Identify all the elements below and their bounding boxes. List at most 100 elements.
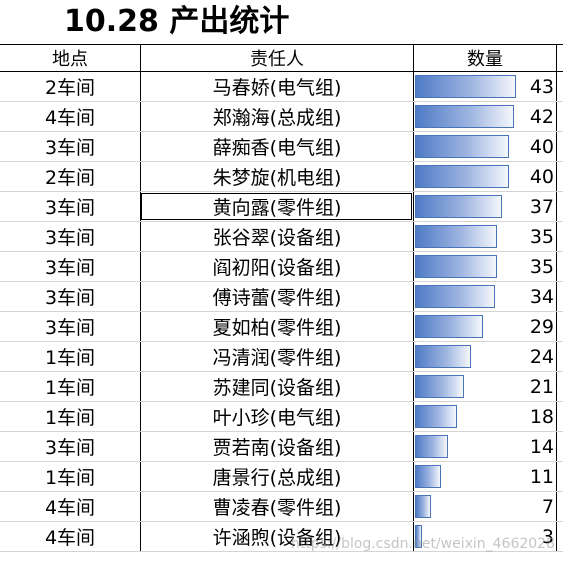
empty-cell[interactable] xyxy=(556,402,563,431)
data-table: 地点 责任人 数量 2车间 马春娇(电气组) 43 4车间 郑瀚海(总成组) 42 3车间 薛… xyxy=(0,44,563,562)
qty-cell[interactable]: 35 xyxy=(413,252,556,281)
table-row[interactable]: 3车间 夏如柏(零件组) 29 xyxy=(0,312,563,342)
empty-cell[interactable] xyxy=(556,102,563,131)
person-cell[interactable]: 薛痴香(电气组) xyxy=(140,132,413,161)
table-row[interactable]: 2车间 朱梦旋(机电组) 40 xyxy=(0,162,563,192)
qty-value: 14 xyxy=(529,435,554,458)
person-cell[interactable]: 阎初阳(设备组) xyxy=(140,252,413,281)
qty-cell[interactable]: 7 xyxy=(413,492,556,521)
table-row[interactable]: 2车间 马春娇(电气组) 43 xyxy=(0,72,563,102)
table-row[interactable]: 3车间 薛痴香(电气组) 40 xyxy=(0,132,563,162)
table-row[interactable]: 3车间 傅诗蕾(零件组) 34 xyxy=(0,282,563,312)
location-cell[interactable]: 2车间 xyxy=(44,167,96,189)
table-row[interactable]: 4车间 许涵煦(设备组) 3 xyxy=(0,522,563,552)
qty-cell[interactable]: 18 xyxy=(413,402,556,431)
empty-cell[interactable] xyxy=(556,252,563,281)
person-cell[interactable]: 马春娇(电气组) xyxy=(140,72,413,101)
qty-value: 40 xyxy=(529,165,554,188)
person-cell[interactable]: 夏如柏(零件组) xyxy=(140,312,413,341)
person-cell[interactable]: 冯清润(零件组) xyxy=(140,342,413,371)
location-cell[interactable]: 2车间 xyxy=(44,77,96,99)
location-cell[interactable]: 4车间 xyxy=(44,527,96,549)
qty-data-bar xyxy=(415,525,422,548)
location-cell[interactable]: 3车间 xyxy=(44,137,96,159)
location-cell[interactable]: 1车间 xyxy=(44,407,96,429)
location-cell[interactable]: 3车间 xyxy=(44,287,96,309)
empty-cell[interactable] xyxy=(556,492,563,521)
empty-cell[interactable] xyxy=(556,132,563,161)
qty-cell[interactable]: 24 xyxy=(413,342,556,371)
person-cell[interactable]: 傅诗蕾(零件组) xyxy=(140,282,413,311)
empty-cell[interactable] xyxy=(556,522,563,551)
qty-data-bar xyxy=(415,225,497,248)
qty-data-bar xyxy=(415,435,448,458)
qty-data-bar xyxy=(415,285,495,308)
qty-value: 29 xyxy=(529,315,554,338)
qty-cell[interactable]: 37 xyxy=(413,192,556,221)
qty-cell[interactable]: 40 xyxy=(413,162,556,191)
table-row[interactable]: 1车间 苏建同(设备组) 21 xyxy=(0,372,563,402)
person-cell[interactable]: 苏建同(设备组) xyxy=(140,372,413,401)
table-row[interactable]: 3车间 张谷翠(设备组) 35 xyxy=(0,222,563,252)
location-cell[interactable]: 3车间 xyxy=(44,437,96,459)
location-cell[interactable]: 3车间 xyxy=(44,197,96,219)
qty-cell[interactable]: 42 xyxy=(413,102,556,131)
table-row[interactable]: 3车间 黄向露(零件组) 37 xyxy=(0,192,563,222)
person-cell[interactable]: 叶小珍(电气组) xyxy=(140,402,413,431)
empty-cell[interactable] xyxy=(556,342,563,371)
empty-cell[interactable] xyxy=(556,462,563,491)
qty-data-bar xyxy=(415,75,516,98)
qty-cell[interactable]: 43 xyxy=(413,72,556,101)
header-location[interactable]: 地点 xyxy=(52,49,88,70)
empty-cell[interactable] xyxy=(556,432,563,461)
location-cell[interactable]: 4车间 xyxy=(44,107,96,129)
qty-data-bar xyxy=(415,105,514,128)
table-row[interactable]: 1车间 冯清润(零件组) 24 xyxy=(0,342,563,372)
qty-cell[interactable]: 29 xyxy=(413,312,556,341)
header-qty[interactable]: 数量 xyxy=(413,45,556,71)
empty-cell[interactable] xyxy=(556,192,563,221)
qty-data-bar xyxy=(415,135,509,158)
location-cell[interactable]: 3车间 xyxy=(44,317,96,339)
person-cell[interactable]: 贾若南(设备组) xyxy=(140,432,413,461)
person-cell[interactable]: 唐景行(总成组) xyxy=(140,462,413,491)
table-row[interactable]: 3车间 贾若南(设备组) 14 xyxy=(0,432,563,462)
person-cell[interactable]: 郑瀚海(总成组) xyxy=(140,102,413,131)
header-extra[interactable] xyxy=(556,45,563,71)
qty-cell[interactable]: 35 xyxy=(413,222,556,251)
table-row[interactable]: 4车间 郑瀚海(总成组) 42 xyxy=(0,102,563,132)
location-cell[interactable]: 1车间 xyxy=(44,347,96,369)
person-cell[interactable]: 张谷翠(设备组) xyxy=(140,222,413,251)
qty-cell[interactable]: 40 xyxy=(413,132,556,161)
qty-cell[interactable]: 21 xyxy=(413,372,556,401)
empty-cell[interactable] xyxy=(556,222,563,251)
empty-cell[interactable] xyxy=(556,372,563,401)
location-cell[interactable]: 3车间 xyxy=(44,227,96,249)
qty-cell[interactable]: 14 xyxy=(413,432,556,461)
header-person[interactable]: 责任人 xyxy=(140,45,413,71)
qty-data-bar xyxy=(415,315,483,338)
table-row[interactable]: 1车间 唐景行(总成组) 11 xyxy=(0,462,563,492)
location-cell[interactable]: 1车间 xyxy=(44,377,96,399)
qty-data-bar xyxy=(415,375,464,398)
qty-cell[interactable]: 34 xyxy=(413,282,556,311)
qty-value: 21 xyxy=(529,375,554,398)
person-cell[interactable]: 黄向露(零件组) xyxy=(140,192,413,221)
location-cell[interactable]: 3车间 xyxy=(44,257,96,279)
location-cell[interactable]: 1车间 xyxy=(44,467,96,489)
qty-cell[interactable]: 3 xyxy=(413,522,556,551)
person-cell[interactable]: 曹凌春(零件组) xyxy=(140,492,413,521)
qty-cell[interactable]: 11 xyxy=(413,462,556,491)
table-row[interactable]: 1车间 叶小珍(电气组) 18 xyxy=(0,402,563,432)
empty-cell[interactable] xyxy=(556,72,563,101)
person-cell[interactable]: 许涵煦(设备组) xyxy=(140,522,413,551)
table-row[interactable]: 3车间 阎初阳(设备组) 35 xyxy=(0,252,563,282)
empty-cell[interactable] xyxy=(556,162,563,191)
person-cell[interactable]: 朱梦旋(机电组) xyxy=(140,162,413,191)
qty-data-bar xyxy=(415,165,509,188)
location-cell[interactable]: 4车间 xyxy=(44,497,96,519)
empty-cell[interactable] xyxy=(556,312,563,341)
empty-cell[interactable] xyxy=(556,282,563,311)
qty-value: 42 xyxy=(529,105,554,128)
table-row[interactable]: 4车间 曹凌春(零件组) 7 xyxy=(0,492,563,522)
